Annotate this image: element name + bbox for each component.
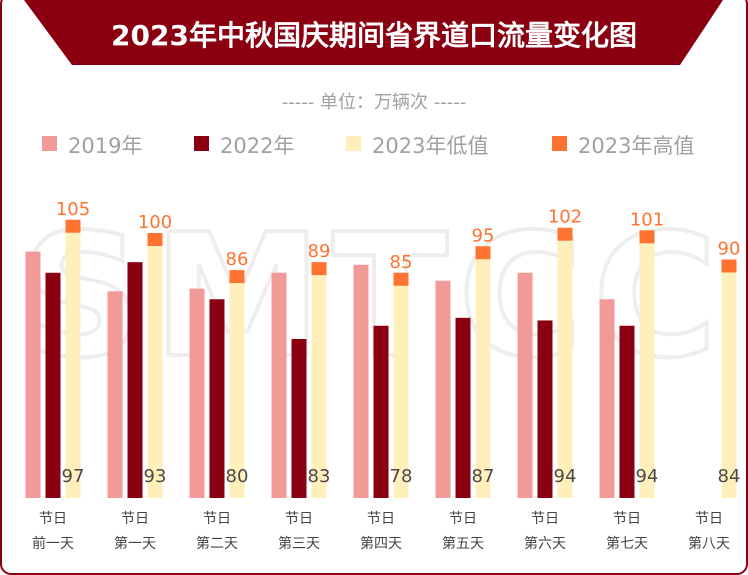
legend-swatch: [194, 136, 209, 151]
bar-2022年: [209, 299, 225, 498]
x-tick-label: 节日: [367, 511, 395, 527]
legend-swatch: [346, 136, 361, 151]
x-tick-label: 节日: [203, 511, 231, 527]
label-2023-high: 86: [226, 249, 249, 270]
legend: 2019年 2022年 2023年低值 2023年高值: [42, 134, 694, 158]
bar-2023-high: [65, 219, 81, 233]
bar-2019年: [353, 264, 369, 498]
bar-2019年: [435, 280, 451, 498]
bar-2023-low: [65, 232, 81, 498]
label-2023-high: 105: [56, 199, 90, 220]
label-2023-high: 89: [308, 241, 331, 262]
bar-2022年: [291, 339, 307, 498]
legend-swatch: [552, 136, 567, 151]
bar-2019年: [271, 272, 287, 498]
legend-label: 2022年: [220, 134, 294, 158]
bar-2023-high: [311, 262, 327, 276]
bar-2022年: [537, 320, 553, 498]
bar-2019年: [107, 291, 123, 498]
legend-label: 2019年: [68, 134, 142, 158]
x-tick-label: 节日: [449, 511, 477, 527]
x-tick-label: 第二天: [196, 535, 238, 552]
x-tick-label: 节日: [695, 511, 723, 527]
bar-2023-low: [311, 275, 327, 498]
bars: 105 97 100 93 86 80 89 83 85 78 95 87 102 94 101 94 90 84: [25, 199, 741, 498]
label-2023-low: 97: [62, 466, 85, 487]
bar-2022年: [45, 272, 61, 498]
bar-2023-low: [721, 272, 737, 498]
chart-title: 2023年中秋国庆期间省界道口流量变化图: [111, 19, 637, 52]
bar-2023-low: [639, 243, 655, 498]
bar-2023-high: [639, 230, 655, 244]
x-tick-label: 节日: [39, 511, 67, 527]
bar-2023-high: [557, 227, 573, 241]
label-2023-low: 78: [390, 466, 413, 487]
label-2023-low: 80: [226, 466, 249, 487]
bar-2022年: [455, 317, 471, 498]
label-2023-low: 93: [144, 466, 167, 487]
label-2023-high: 95: [472, 225, 495, 246]
bar-2019年: [517, 272, 533, 498]
x-tick-label: 节日: [613, 511, 641, 527]
x-tick-label: 第四天: [360, 535, 402, 552]
bar-2023-high: [721, 259, 737, 273]
bar-2023-low: [475, 259, 491, 498]
x-tick-label: 第三天: [278, 535, 320, 552]
label-2023-high: 90: [718, 239, 741, 260]
legend-swatch: [42, 136, 57, 151]
x-tick-label: 节日: [285, 511, 313, 527]
chart-subtitle: ----- 单位：万辆次 -----: [282, 92, 466, 113]
label-2023-low: 83: [308, 466, 331, 487]
label-2023-high: 101: [630, 209, 664, 230]
x-tick-label: 第一天: [114, 535, 156, 552]
x-tick-label: 第七天: [606, 535, 648, 552]
label-2023-high: 100: [138, 212, 172, 233]
bar-2022年: [373, 325, 389, 498]
x-tick-label: 节日: [121, 511, 149, 527]
bar-2022年: [619, 325, 635, 498]
x-tick-label: 第五天: [442, 535, 484, 552]
legend-label: 2023年低值: [372, 134, 488, 158]
bar-2023-high: [229, 270, 245, 284]
label-2023-low: 94: [636, 466, 659, 487]
label-2023-high: 102: [548, 207, 582, 228]
label-2023-low: 87: [472, 466, 495, 487]
bar-2023-high: [475, 246, 491, 260]
bar-2019年: [25, 251, 41, 498]
bar-2023-high: [147, 233, 163, 246]
label-2023-high: 85: [390, 252, 413, 273]
label-2023-low: 84: [718, 466, 741, 487]
title-banner: [24, 0, 723, 65]
bar-2023-low: [147, 246, 163, 498]
label-2023-low: 94: [554, 466, 577, 487]
bar-2022年: [127, 262, 143, 498]
bar-2023-low: [393, 285, 409, 498]
bar-2019年: [189, 288, 205, 498]
x-tick-label: 前一天: [32, 535, 74, 552]
x-tick-label: 节日: [531, 511, 559, 527]
x-tick-label: 第六天: [524, 535, 566, 552]
bar-2023-low: [557, 240, 573, 498]
bar-2019年: [599, 299, 615, 498]
legend-label: 2023年高值: [578, 134, 694, 158]
bar-2023-low: [229, 283, 245, 498]
bar-2023-high: [393, 272, 409, 286]
x-tick-label: 第八天: [688, 535, 730, 552]
